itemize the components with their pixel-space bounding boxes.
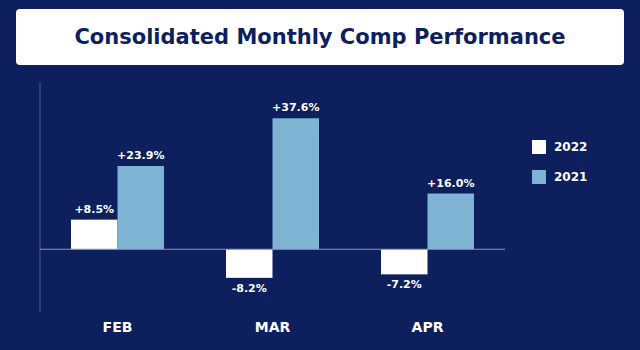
legend-label: 2021 bbox=[554, 170, 587, 184]
chart-svg: Consolidated Monthly Comp Performance +8.… bbox=[0, 0, 640, 350]
legend-swatch bbox=[532, 140, 546, 154]
bar bbox=[273, 118, 320, 249]
data-labels: +8.5% -8.2% -7.2% +23.9% +37.6% +16.0% bbox=[74, 101, 474, 295]
bar bbox=[381, 249, 428, 274]
bar bbox=[428, 194, 475, 250]
data-label: +8.5% bbox=[74, 203, 114, 216]
data-label: +37.6% bbox=[272, 101, 319, 114]
legend: 2022 2021 bbox=[532, 140, 587, 184]
data-label: -7.2% bbox=[387, 278, 422, 291]
background bbox=[0, 0, 640, 350]
bar bbox=[226, 249, 273, 278]
legend-swatch bbox=[532, 170, 546, 184]
data-label: -8.2% bbox=[232, 282, 267, 295]
zero-line bbox=[40, 249, 505, 250]
data-label: +16.0% bbox=[427, 177, 474, 190]
chart-container: Consolidated Monthly Comp Performance +8.… bbox=[0, 0, 640, 350]
bar bbox=[118, 166, 165, 249]
x-tick-label: APR bbox=[412, 319, 444, 335]
title-box bbox=[16, 9, 624, 65]
y-axis-line bbox=[40, 82, 41, 312]
bar bbox=[71, 220, 118, 250]
data-label: +23.9% bbox=[117, 149, 164, 162]
title: Consolidated Monthly Comp Performance bbox=[74, 25, 565, 49]
x-tick-label: MAR bbox=[255, 319, 291, 335]
bars bbox=[71, 118, 474, 278]
x-tick-label: FEB bbox=[103, 319, 133, 335]
legend-label: 2022 bbox=[554, 140, 587, 154]
